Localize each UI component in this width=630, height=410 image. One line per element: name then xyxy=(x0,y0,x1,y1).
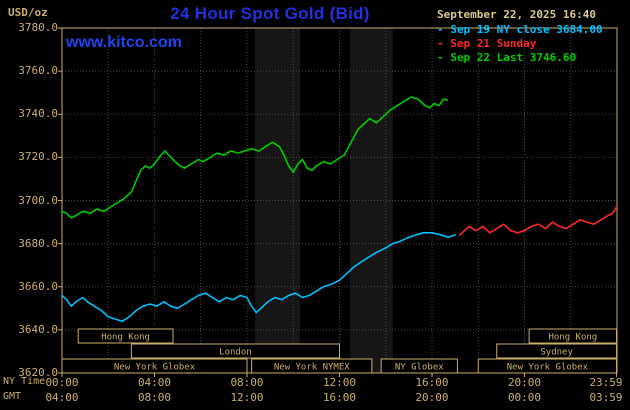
x-axis-label-ny: 12:00 xyxy=(322,376,357,389)
x-axis-label-gmt: 12:00 xyxy=(230,391,264,404)
y-axis-label: 3620.0 xyxy=(18,366,58,379)
x-axis-label-gmt: 08:00 xyxy=(137,391,172,404)
x-axis-label-ny: 04:00 xyxy=(137,376,172,389)
legend: - Sep 19 NY close 3684.00- Sep 21 Sunday… xyxy=(437,23,603,65)
kitco-link[interactable]: www.kitco.com xyxy=(66,34,182,51)
gmt-axis-label: GMT xyxy=(3,391,22,402)
x-axis-label-gmt: 04:00 xyxy=(45,391,79,404)
series-line-sep-19-ny-close xyxy=(61,232,456,323)
session-box xyxy=(77,328,174,344)
x-axis-label-ny: 08:00 xyxy=(230,376,264,389)
ny-time-axis-label: NY Time xyxy=(3,376,46,387)
session-label: New York Globex xyxy=(114,363,196,373)
session-box xyxy=(380,358,458,374)
chart-title: 24 Hour Spot Gold (Bid) xyxy=(170,4,370,23)
y-axis-label: 3700.0 xyxy=(18,193,58,207)
legend-entry: - Sep 22 Last 3746.60 xyxy=(437,51,577,64)
x-axis-label-gmt: 20:00 xyxy=(415,391,449,404)
session-box xyxy=(528,328,618,344)
session-label: Hong Kong xyxy=(101,333,150,343)
session-box xyxy=(477,358,618,374)
session-label: Hong Kong xyxy=(548,333,597,343)
x-axis-label-ny: 20:00 xyxy=(507,376,542,389)
chart-datetime: September 22, 2025 16:40 xyxy=(437,8,596,21)
y-axis-label: 3680.0 xyxy=(18,236,58,250)
x-axis-label-ny: 23:59 xyxy=(589,376,623,389)
shaded-band xyxy=(255,28,301,373)
session-box xyxy=(251,358,373,374)
session-label: Sydney xyxy=(540,348,573,358)
session-label: New York Globex xyxy=(507,363,589,373)
y-axis-label: 3740.0 xyxy=(18,107,58,121)
series-line-sep-22-last xyxy=(61,96,449,219)
session-box xyxy=(61,358,248,374)
session-label: NY Globex xyxy=(395,363,444,373)
y-axis-label: 3640.0 xyxy=(18,322,58,336)
y-axis-label: 3780.0 xyxy=(18,21,58,34)
y-axis-label: 3720.0 xyxy=(18,150,58,164)
session-box xyxy=(130,343,340,359)
session-label: New York NYMEX xyxy=(274,363,350,373)
legend-entry: - Sep 21 Sunday xyxy=(437,37,537,50)
session-label: London xyxy=(219,348,252,358)
x-axis-label-gmt: 03:59 xyxy=(589,391,623,404)
legend-entry: - Sep 19 NY close 3684.00 xyxy=(437,23,603,36)
series-line-sep-21-sunday xyxy=(458,206,618,236)
x-axis-label-gmt: 00:00 xyxy=(507,391,542,404)
y-axis-label: 3660.0 xyxy=(18,279,58,293)
x-axis-label-ny: 16:00 xyxy=(415,376,449,389)
x-axis-label-gmt: 16:00 xyxy=(322,391,357,404)
session-box xyxy=(496,343,618,359)
y-axis-label: 3760.0 xyxy=(18,64,58,78)
y-axis-unit-label: USD/oz xyxy=(8,6,48,19)
x-axis-label-ny: 00:00 xyxy=(45,376,79,389)
